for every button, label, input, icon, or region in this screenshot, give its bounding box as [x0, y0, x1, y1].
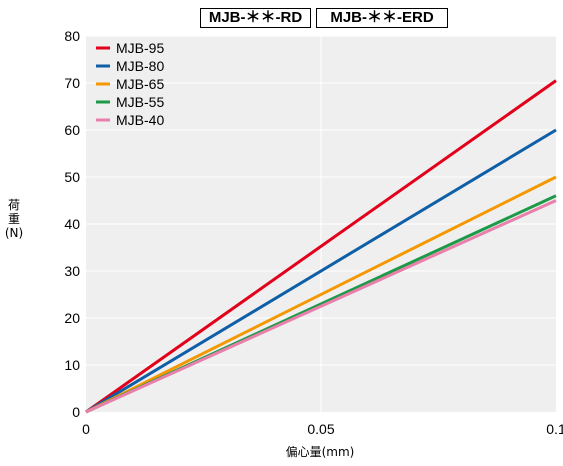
- y-axis-label-char-2: 重: [7, 212, 20, 226]
- chart-title-erd: MJB-＊＊-ERD: [316, 8, 448, 28]
- y-tick-label: 60: [64, 122, 80, 138]
- y-tick-label: 40: [64, 216, 80, 232]
- x-tick-label: 0.1: [546, 421, 563, 437]
- chart-title-rd: MJB-＊＊-RD: [200, 8, 311, 28]
- legend-label: MJB-55: [116, 94, 164, 110]
- y-tick-label: 50: [64, 169, 80, 185]
- y-tick-label: 10: [64, 357, 80, 373]
- y-tick-label: 70: [64, 75, 80, 91]
- y-axis-label: 荷 重 (N): [4, 198, 24, 240]
- legend: MJB-95 MJB-80 MJB-65 MJB-55 MJB-40: [96, 40, 164, 128]
- y-tick-label: 0: [72, 404, 80, 420]
- series-line: [85, 175, 557, 414]
- y-axis-label-unit: (N): [4, 226, 24, 240]
- series-line: [85, 199, 557, 414]
- x-tick-label: 0.05: [307, 421, 334, 437]
- y-tick-label: 80: [64, 28, 80, 44]
- legend-label: MJB-80: [116, 58, 164, 74]
- legend-label: MJB-95: [116, 40, 164, 56]
- tick-labels: 0 10 20 30 40 50 60 70 80 0 0.05 0.1: [64, 28, 563, 437]
- x-tick-label: 0: [82, 421, 90, 437]
- y-axis-label-char-1: 荷: [7, 198, 20, 212]
- series-lines: [85, 79, 557, 414]
- series-line: [85, 79, 557, 414]
- x-axis-label: 偏心量(mm): [285, 445, 355, 459]
- series-line: [85, 128, 557, 414]
- y-tick-label: 30: [64, 263, 80, 279]
- legend-label: MJB-65: [116, 76, 164, 92]
- y-tick-label: 20: [64, 310, 80, 326]
- legend-label: MJB-40: [116, 112, 164, 128]
